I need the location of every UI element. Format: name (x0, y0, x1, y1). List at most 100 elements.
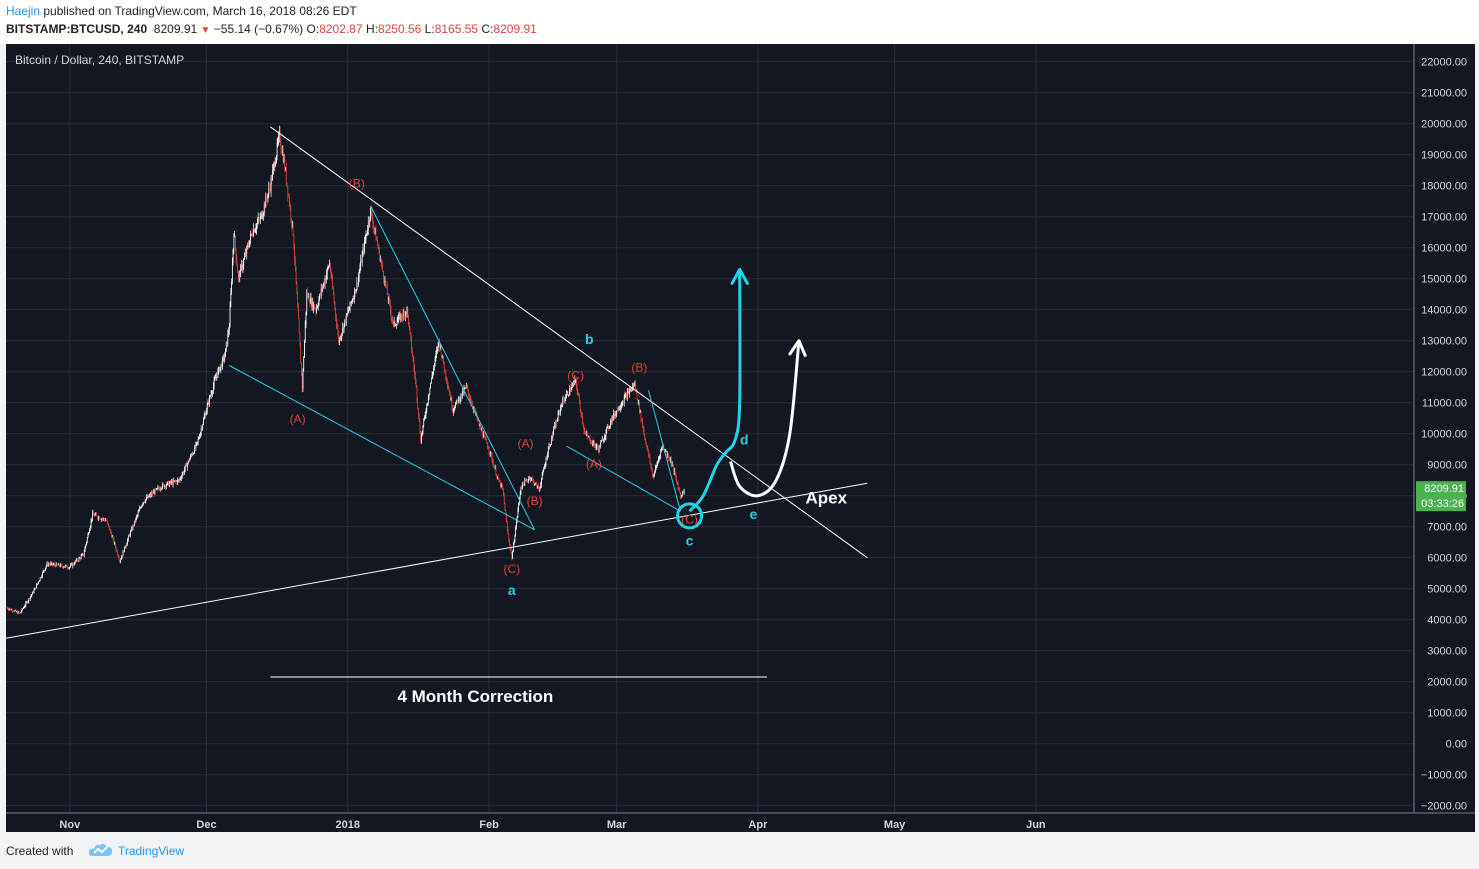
candle-2018-03-02 (624, 391, 626, 400)
candle-body (679, 489, 681, 493)
candle-2017-11-08 (103, 517, 105, 522)
candle-body (128, 535, 130, 537)
candle-body (35, 587, 36, 589)
candle-2018-02-02 (494, 466, 495, 468)
price-chart[interactable]: 22000.0021000.0020000.0019000.0018000.00… (6, 44, 1475, 832)
candle-2017-11-30 (201, 427, 203, 432)
tradingview-cloud-icon[interactable] (88, 842, 114, 858)
candle-2017-10-31 (64, 564, 66, 569)
candle-2018-02-16 (559, 410, 561, 417)
candle-2017-11-23 (173, 477, 175, 482)
trendline-channel-a-upper (370, 205, 536, 531)
candle-2017-12-31 (345, 316, 346, 326)
candle-body (356, 282, 358, 290)
candle-body (641, 420, 643, 421)
candle-2018-01-23 (450, 397, 452, 402)
candle-2017-12-26 (320, 283, 322, 300)
candle-2017-11-20 (159, 486, 161, 492)
candle-2017-12-07 (234, 231, 235, 238)
candle-2018-01-30 (482, 431, 484, 440)
candle-2018-01-15 (411, 335, 412, 354)
candle-2017-12-17 (281, 146, 283, 154)
candle-2017-12-29 (334, 301, 336, 311)
candle-body (518, 502, 520, 511)
tradingview-link[interactable]: TradingView (118, 844, 185, 858)
candle-2017-12-28 (332, 285, 334, 296)
candle-2018-01-22 (444, 369, 446, 371)
candle-body (19, 612, 21, 614)
candle-2018-01-23 (447, 381, 449, 390)
candle-2017-10-30 (61, 563, 62, 566)
candle-2018-01-13 (402, 314, 403, 323)
candle-2018-02-17 (563, 397, 565, 403)
candle-body (358, 276, 359, 285)
candle-2017-11-04 (83, 553, 84, 557)
candle-2018-03-12 (669, 456, 671, 462)
candle-body (133, 525, 134, 527)
candle-body (200, 428, 202, 433)
candle-body (15, 610, 17, 612)
candle-body (208, 401, 210, 404)
candle-2017-10-20 (14, 609, 16, 612)
chart-panel[interactable]: 22000.00 21000.00 20000.00 19000.00 18000.00… (6, 44, 1475, 832)
candle-body (351, 301, 352, 304)
candle-body (457, 400, 459, 403)
candle-2018-01-08 (380, 257, 382, 268)
candle-body (644, 434, 646, 438)
trendline-upper-resistance (270, 126, 868, 559)
candle-body (287, 185, 289, 196)
candle-2018-01-01 (350, 300, 352, 305)
candle-2017-11-04 (85, 544, 87, 549)
candle-body (436, 350, 437, 355)
candle-body (501, 484, 503, 487)
candle-2017-12-01 (208, 397, 210, 408)
candle-body (261, 214, 263, 219)
y-tick-label: 17000.00 (1421, 212, 1467, 224)
candle-2017-11-21 (163, 483, 165, 488)
candle-2018-01-31 (487, 445, 489, 450)
wave-label-c: c (686, 532, 694, 548)
candle-body (178, 479, 180, 481)
candle-2018-02-15 (556, 419, 557, 423)
candle-body (612, 416, 614, 419)
candle-2017-11-03 (78, 556, 80, 562)
candle-2017-11-20 (156, 487, 158, 489)
candle-2018-03-07 (645, 441, 647, 447)
candle-body (206, 404, 208, 411)
candle-2017-11-20 (156, 487, 157, 491)
candle-2017-11-21 (161, 487, 163, 491)
candle-body (187, 460, 189, 464)
candle-body (124, 546, 126, 548)
candle-body (421, 434, 422, 443)
candle-body (443, 363, 445, 370)
candle-2018-02-05 (509, 538, 510, 546)
candle-body (369, 219, 371, 223)
candle-2018-02-20 (576, 376, 577, 390)
candle-2017-11-23 (170, 479, 172, 486)
candle-2018-03-02 (621, 400, 623, 408)
candle-2018-02-08 (522, 481, 524, 487)
candle-body (36, 584, 38, 585)
candle-2018-01-07 (377, 236, 378, 247)
candle-2017-12-28 (332, 274, 333, 290)
author-link[interactable]: Haejin (6, 4, 41, 18)
x-tick-label: Mar (607, 819, 627, 831)
candle-body (82, 553, 84, 555)
candle-2018-01-09 (384, 275, 386, 287)
candle-2018-01-30 (481, 427, 482, 432)
candle-body (238, 273, 240, 278)
x-tick-label: Feb (479, 819, 499, 831)
candle-2017-10-29 (58, 562, 59, 566)
candle-2018-02-26 (606, 426, 608, 434)
candle-body (478, 419, 479, 422)
candle-body (646, 446, 648, 448)
candle-2017-11-15 (134, 520, 135, 527)
candle-2017-12-24 (311, 297, 313, 311)
candle-2018-01-07 (377, 243, 379, 250)
candle-body (374, 227, 375, 230)
candle-body (608, 427, 610, 429)
candle-2017-12-03 (218, 366, 220, 375)
candle-body (137, 512, 139, 515)
candle-body (546, 457, 548, 459)
candle-body (520, 487, 522, 494)
